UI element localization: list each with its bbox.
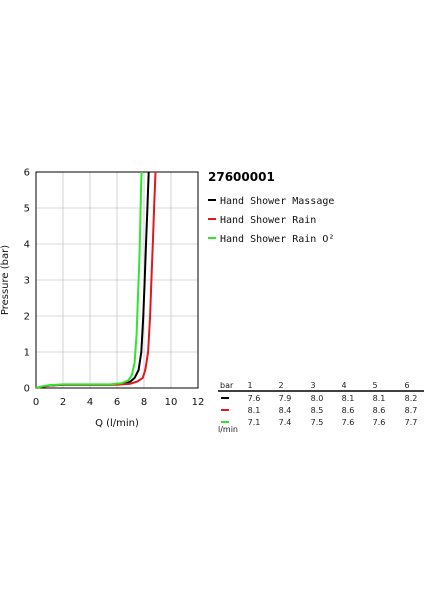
table-column-header: 4 bbox=[341, 381, 346, 390]
table-cell: 8.4 bbox=[279, 406, 292, 415]
series-line-hand-shower-rain-o bbox=[35, 171, 143, 389]
y-tick-label: 5 bbox=[24, 204, 30, 215]
y-tick-label: 4 bbox=[24, 240, 30, 251]
table-column-header: 5 bbox=[372, 381, 377, 390]
x-tick-label: 10 bbox=[165, 397, 178, 408]
x-tick-label: 6 bbox=[114, 397, 120, 408]
table-cell: 8.1 bbox=[342, 394, 355, 403]
table-cell: 8.1 bbox=[373, 394, 386, 403]
table-cell: 7.6 bbox=[248, 394, 261, 403]
table-cell: 7.6 bbox=[342, 418, 355, 427]
grid bbox=[36, 172, 198, 388]
y-tick-label: 3 bbox=[24, 276, 30, 287]
table-cell: 8.6 bbox=[342, 406, 355, 415]
y-tick-label: 1 bbox=[24, 348, 30, 359]
y-tick-label: 2 bbox=[24, 312, 30, 323]
table-cell: 8.2 bbox=[405, 394, 418, 403]
legend-label: Hand Shower Rain O² bbox=[220, 234, 334, 245]
legend-label: Hand Shower Rain bbox=[220, 215, 316, 226]
x-ticks: 0 2 4 6 8 10 12 bbox=[33, 397, 205, 408]
product-code: 27600001 bbox=[208, 170, 275, 184]
x-tick-label: 12 bbox=[192, 397, 205, 408]
table-column-header: 1 bbox=[247, 381, 252, 390]
x-tick-label: 8 bbox=[141, 397, 147, 408]
table-cell: 8.1 bbox=[248, 406, 261, 415]
table-column-header: 2 bbox=[278, 381, 283, 390]
curves bbox=[35, 171, 157, 389]
y-tick-label: 0 bbox=[24, 384, 30, 395]
table-unit-label: l/min bbox=[218, 425, 238, 434]
y-tick-label: 6 bbox=[24, 168, 30, 179]
table-cell: 7.7 bbox=[405, 418, 418, 427]
x-tick-label: 4 bbox=[87, 397, 93, 408]
table-column-header: 3 bbox=[310, 381, 315, 390]
flow-table: bar 1 2 3 4 5 6 7.6 7.9 8.0 8.1 8.1 8.2 8.1 8.4 8.5 8.6 8… bbox=[218, 381, 424, 434]
table-cell: 8.6 bbox=[373, 406, 386, 415]
x-tick-label: 0 bbox=[33, 397, 39, 408]
x-tick-label: 2 bbox=[60, 397, 66, 408]
legend-label: Hand Shower Massage bbox=[220, 196, 334, 207]
y-ticks: 0 1 2 3 4 5 6 bbox=[24, 168, 30, 395]
table-cell: 8.0 bbox=[311, 394, 324, 403]
x-axis-label: Q (l/min) bbox=[95, 418, 139, 429]
table-cell: 7.9 bbox=[279, 394, 292, 403]
table-cell: 7.5 bbox=[311, 418, 324, 427]
table-cell: 7.4 bbox=[279, 418, 292, 427]
table-column-header: 6 bbox=[404, 381, 409, 390]
legend: Hand Shower Massage Hand Shower Rain Hand … bbox=[208, 196, 334, 245]
table-cell: 8.5 bbox=[311, 406, 324, 415]
plot-frame bbox=[35, 171, 199, 389]
table-cell: 8.7 bbox=[405, 406, 418, 415]
y-axis-label: Pressure (bar) bbox=[0, 245, 11, 315]
table-header-label: bar bbox=[220, 381, 234, 390]
table-cell: 7.1 bbox=[248, 418, 261, 427]
table-cell: 7.6 bbox=[373, 418, 386, 427]
